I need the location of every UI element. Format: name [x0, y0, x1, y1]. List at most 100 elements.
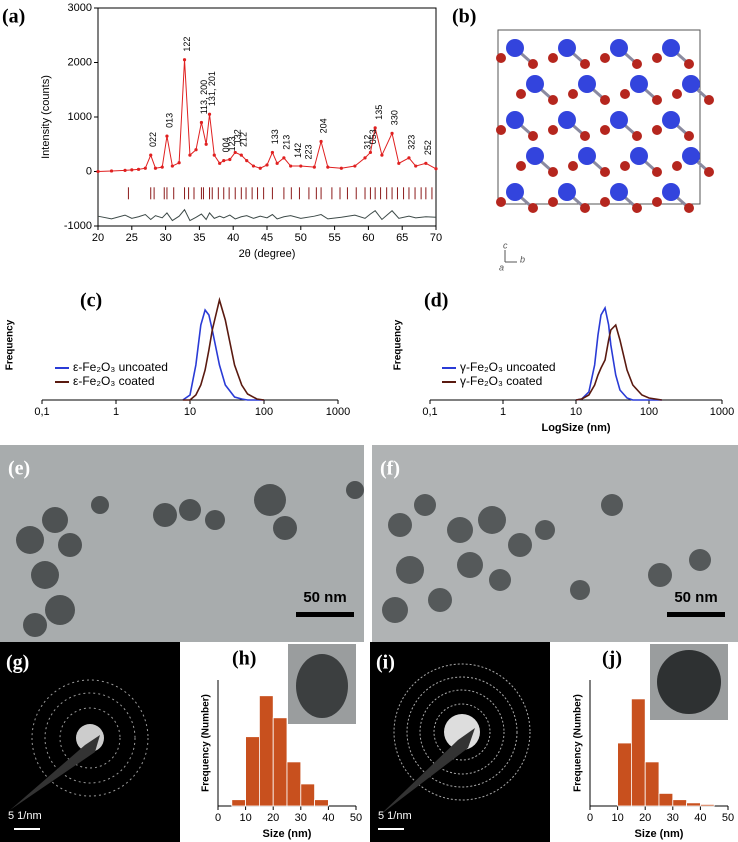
data-point: [407, 156, 411, 160]
legend-label: γ-Fe₂O₃ coated: [460, 374, 542, 388]
axis-label: b: [520, 254, 525, 264]
x-tick-label: 50: [722, 812, 734, 824]
atom-o: [652, 125, 662, 135]
data-point: [319, 139, 323, 144]
axis-label: c: [503, 240, 508, 250]
data-point: [212, 153, 216, 157]
x-tick-label: 1: [500, 406, 506, 418]
x-tick-label: 60: [362, 232, 374, 244]
atom-fe: [506, 183, 524, 201]
x-tick-label: 30: [159, 232, 171, 244]
atom-fe: [558, 39, 576, 57]
data-point: [182, 58, 187, 62]
data-point: [434, 167, 438, 171]
axis-arrow: [504, 250, 517, 263]
y-axis-label: Frequency: [5, 319, 16, 370]
peak-label: 312: [362, 135, 372, 150]
panel-label: (e): [8, 458, 30, 480]
peak-label: 223: [304, 144, 314, 159]
x-tick-label: 100: [255, 406, 273, 418]
x-tick-label: 0,1: [422, 406, 437, 418]
y-axis-label: Frequency (Number): [201, 694, 212, 792]
bar: [245, 736, 260, 807]
data-point: [380, 153, 384, 157]
bar: [617, 742, 632, 807]
y-tick-label: 1000: [68, 111, 92, 123]
data-point: [239, 153, 243, 157]
atom-o: [600, 125, 610, 135]
legend-label: ε-Fe₂O₃ uncoated: [73, 360, 168, 374]
x-tick-label: 100: [640, 406, 658, 418]
peak-label: 123: [227, 136, 237, 151]
atom-fe: [630, 147, 648, 165]
atom-fe: [630, 75, 648, 93]
data-point: [270, 150, 275, 155]
atom-o: [496, 197, 506, 207]
atom-fe: [558, 183, 576, 201]
data-point: [245, 159, 249, 163]
panel-label: (j): [602, 648, 622, 670]
atom-o: [580, 59, 590, 69]
data-point: [136, 167, 141, 171]
data-point: [149, 153, 153, 157]
data-point: [228, 157, 232, 162]
data-point: [207, 112, 212, 116]
peak-label: 330: [389, 110, 399, 125]
peak-label: 132: [233, 129, 243, 144]
atom-fe: [526, 75, 544, 93]
x-tick-label: 1000: [326, 406, 350, 418]
data-point: [143, 166, 147, 170]
bar: [631, 698, 646, 807]
panel-label: (d): [424, 290, 448, 312]
atom-fe: [526, 147, 544, 165]
data-point: [109, 169, 114, 173]
series-line: [575, 305, 662, 401]
series-line: [182, 308, 264, 401]
bar: [258, 695, 274, 807]
atom-o: [580, 203, 590, 213]
atom-fe: [662, 111, 680, 129]
x-tick-label: 55: [328, 232, 340, 244]
bar: [300, 783, 315, 807]
data-point: [96, 169, 100, 174]
series-line: [575, 323, 662, 401]
panel-label: (c): [80, 290, 102, 312]
atom-fe: [662, 183, 680, 201]
x-tick-label: 20: [92, 232, 104, 244]
x-tick-label: 35: [193, 232, 205, 244]
data-point: [199, 120, 204, 125]
data-point: [397, 161, 401, 165]
panel-label: (f): [380, 458, 400, 480]
atom-o: [600, 53, 610, 63]
tem-image: [372, 445, 738, 642]
atom-o: [684, 131, 694, 141]
atom-o: [548, 167, 558, 177]
atom-o: [580, 131, 590, 141]
data-point: [204, 142, 208, 146]
data-point: [275, 161, 279, 165]
x-tick-label: 10: [239, 812, 251, 824]
legend-label: ε-Fe₂O₃ coated: [73, 374, 155, 388]
data-point: [339, 166, 343, 170]
axis-label: a: [499, 262, 504, 272]
atom-o: [496, 53, 506, 63]
atom-o: [632, 203, 642, 213]
atom-o: [568, 161, 578, 171]
atom-fe: [558, 111, 576, 129]
x-tick-label: 45: [261, 232, 273, 244]
legend-label: γ-Fe₂O₃ uncoated: [460, 360, 556, 374]
atom-o: [652, 197, 662, 207]
scale-bar-label: 50 nm: [303, 589, 346, 606]
data-point: [390, 131, 394, 135]
atom-o: [528, 131, 538, 141]
x-axis-label: LogSize (nm): [541, 422, 610, 434]
data-point: [282, 156, 286, 160]
data-point: [177, 161, 181, 165]
x-tick-label: 30: [667, 812, 679, 824]
bar: [700, 804, 715, 807]
data-point: [368, 150, 373, 155]
peak-label: 022: [148, 132, 158, 147]
plot-frame: [97, 7, 437, 227]
atom-o: [652, 53, 662, 63]
bar: [231, 799, 247, 807]
